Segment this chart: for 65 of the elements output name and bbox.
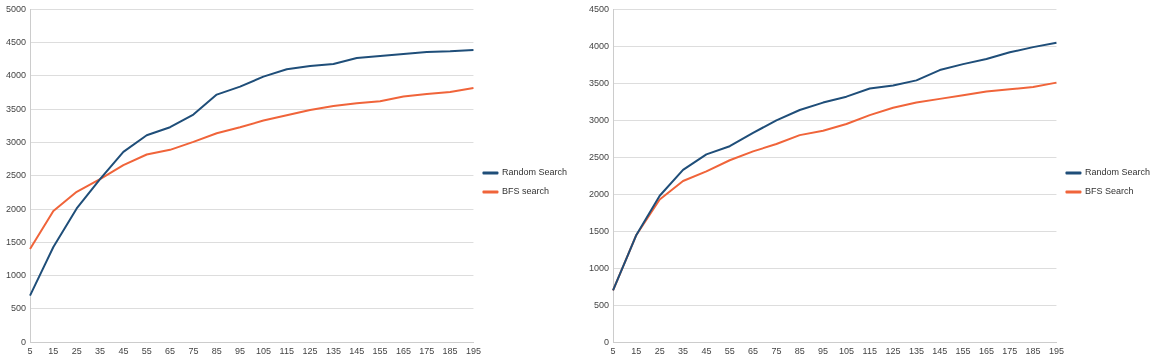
x-tick-label: 25	[654, 346, 665, 357]
legend-label: BFS Search	[1084, 186, 1134, 197]
y-tick-label: 3000	[5, 137, 27, 147]
y-tick-label: 3000	[588, 114, 610, 125]
y-tick-label: 0	[604, 336, 610, 347]
x-tick-label: 95	[235, 346, 246, 357]
x-tick-label: 115	[862, 346, 877, 357]
y-tick-label: 4500	[5, 37, 27, 48]
y-tick-label: 5000	[5, 3, 27, 14]
x-tick-label: 105	[255, 346, 271, 357]
x-tick-label: 65	[748, 346, 759, 357]
x-tick-label: 135	[908, 346, 924, 357]
y-tick-label: 3500	[5, 103, 27, 114]
x-tick-label: 185	[442, 346, 458, 357]
x-tick-label: 155	[955, 346, 971, 357]
x-tick-label: 35	[678, 346, 689, 357]
x-tick-label: 155	[372, 346, 388, 357]
legend-label: Random Search	[501, 167, 568, 178]
y-tick-label: 1500	[5, 236, 27, 247]
x-tick-label: 125	[885, 346, 901, 357]
y-tick-label: 1000	[588, 262, 610, 273]
y-tick-label: 0	[21, 336, 27, 347]
y-tick-label: 500	[10, 303, 27, 314]
x-tick-label: 105	[838, 346, 854, 357]
x-tick-label: 145	[349, 346, 365, 357]
y-tick-label: 4000	[5, 70, 27, 81]
y-tick-label: 3500	[588, 77, 610, 88]
x-tick-label: 35	[95, 346, 106, 357]
legend-label: Random Search	[1084, 167, 1151, 178]
x-tick-label: 75	[771, 346, 782, 357]
y-tick-label: 2000	[5, 203, 27, 214]
x-tick-label: 175	[419, 346, 435, 357]
x-tick-label: 125	[302, 346, 318, 357]
x-tick-label: 165	[395, 346, 411, 357]
x-tick-label: 95	[818, 346, 829, 357]
x-tick-label: 195	[1048, 346, 1064, 357]
y-tick-label: 1000	[5, 270, 27, 281]
y-tick-label: 2500	[5, 170, 27, 181]
x-tick-label: 45	[701, 346, 712, 357]
x-tick-label: 15	[48, 346, 59, 357]
x-tick-label: 195	[465, 346, 481, 357]
x-tick-label: 15	[631, 346, 642, 357]
x-tick-label: 85	[794, 346, 805, 357]
x-tick-label: 65	[165, 346, 176, 357]
x-tick-label: 55	[141, 346, 152, 357]
x-tick-label: 45	[118, 346, 129, 357]
y-tick-label: 1500	[588, 225, 610, 236]
x-tick-label: 135	[325, 346, 341, 357]
y-tick-label: 2500	[588, 151, 610, 162]
x-tick-label: 5	[610, 346, 616, 357]
x-tick-label: 185	[1025, 346, 1041, 357]
x-tick-label: 85	[211, 346, 222, 357]
x-tick-label: 5	[27, 346, 33, 357]
x-tick-label: 75	[188, 346, 199, 357]
x-tick-label: 165	[978, 346, 994, 357]
legend-label: BFS search	[501, 186, 549, 197]
x-tick-label: 175	[1002, 346, 1018, 357]
x-tick-label: 25	[71, 346, 82, 357]
y-tick-label: 4500	[588, 3, 610, 14]
x-tick-label: 55	[724, 346, 735, 357]
y-tick-label: 4000	[588, 40, 610, 51]
y-tick-label: 2000	[588, 188, 610, 199]
x-tick-label: 115	[279, 346, 294, 357]
y-tick-label: 500	[593, 299, 610, 310]
x-tick-label: 145	[932, 346, 948, 357]
